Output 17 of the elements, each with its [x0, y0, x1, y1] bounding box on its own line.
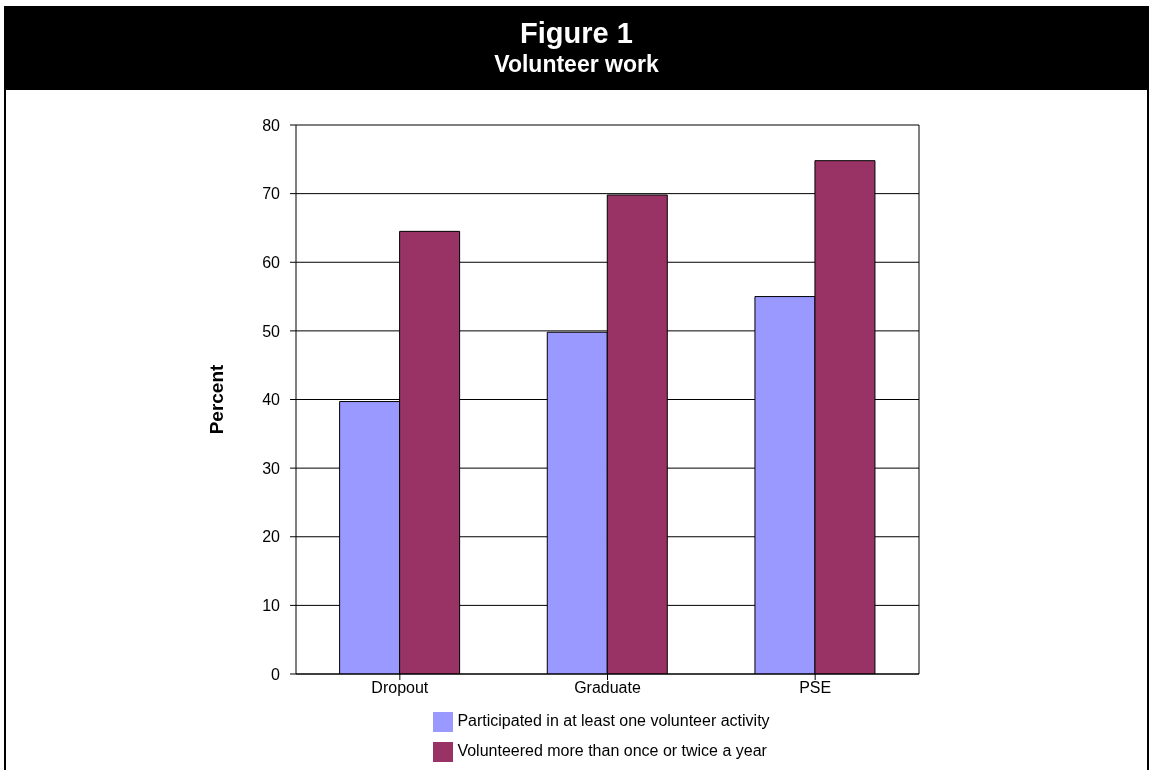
y-tick-label: 80 [262, 116, 281, 134]
legend-label: Participated in at least one volunteer activity [457, 712, 770, 729]
x-tick-label: Graduate [574, 679, 641, 697]
chart-subtitle: Volunteer work [493, 50, 660, 78]
y-tick-label: 0 [271, 665, 281, 683]
y-tick-label: 60 [262, 253, 281, 271]
y-tick-label: 50 [262, 322, 281, 340]
y-tick-label: 70 [262, 185, 281, 203]
legend-label: Volunteered more than once or twice a year [457, 742, 767, 759]
y-tick-label: 40 [262, 391, 281, 409]
chart-title: Figure 1 [519, 16, 634, 50]
x-tick-label: PSE [799, 679, 832, 697]
y-tick-label: 10 [262, 597, 281, 615]
x-tick-label: Dropout [371, 679, 429, 697]
y-tick-label: 20 [262, 528, 281, 546]
y-axis-title: Percent [205, 363, 227, 435]
y-tick-label: 30 [262, 459, 281, 477]
